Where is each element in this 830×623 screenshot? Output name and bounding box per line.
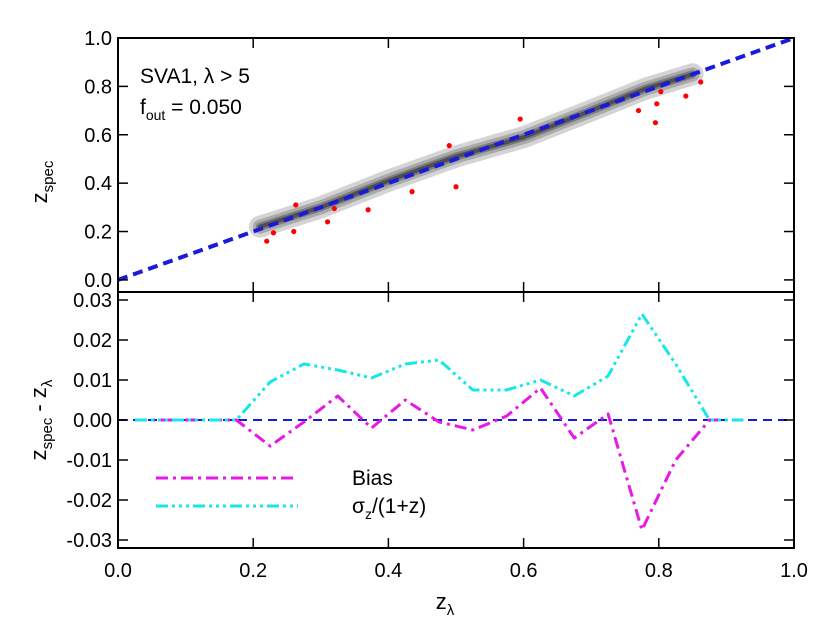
- outlier-point-15: [658, 89, 664, 95]
- outlier-point-10: [453, 184, 459, 190]
- legend: Bias σz/(1+z): [156, 467, 426, 522]
- top-ytick-label-5: 1.0: [84, 28, 112, 50]
- outlier-point-3: [291, 228, 297, 235]
- top-panel: 0.0 0.2 0.4 0.6 0.8 1.0 SVA1, λ > 5 fout = 0.…: [27, 28, 795, 292]
- series-line-sigma: [134, 312, 744, 422]
- bottom-xtick-label-1: 0.2: [239, 560, 267, 582]
- bottom-ylabel-sub1: spec: [39, 417, 56, 449]
- bottom-ylabel-sub2: λ: [39, 379, 56, 387]
- annotation-f: f: [140, 96, 146, 119]
- legend-sigma-label: σz/(1+z): [352, 495, 426, 522]
- outlier-point-7: [365, 207, 371, 213]
- annotation-line-1: SVA1, λ > 5: [140, 65, 250, 88]
- top-y-axis-title: zspec: [27, 160, 57, 203]
- top-ytick-label-4: 0.8: [84, 76, 112, 98]
- top-ytick-label-2: 0.4: [84, 173, 112, 195]
- x-axis-title: zλ: [436, 589, 455, 619]
- bottom-panel: -0.03-0.02-0.010.000.010.020.03 0.0 0.2 0.…: [26, 290, 808, 619]
- outlier-point-12: [635, 107, 642, 114]
- outlier-point-11: [517, 116, 523, 122]
- top-ylabel-sub: spec: [40, 160, 57, 192]
- residual-series: [134, 312, 744, 532]
- legend-sigma-sub: z: [365, 506, 372, 522]
- outlier-point-2: [270, 230, 277, 236]
- top-ytick-label-3: 0.6: [84, 125, 112, 147]
- outlier-point-9: [446, 143, 452, 149]
- bottom-xtick-label-2: 0.4: [374, 560, 402, 582]
- bottom-ytick-label-5: 0.02: [73, 330, 112, 352]
- bottom-xtick-label-4: 0.8: [645, 560, 673, 582]
- outlier-point-13: [652, 120, 659, 126]
- one-to-one-line: [118, 38, 794, 282]
- bottom-ytick-label-6: 0.03: [73, 290, 112, 312]
- xlabel-z: z: [436, 589, 447, 614]
- outlier-point-6: [331, 205, 337, 212]
- annotation-line-2: fout = 0.050: [140, 96, 242, 123]
- top-ylabel-z: z: [27, 192, 52, 203]
- bottom-xtick-label-0: 0.0: [104, 560, 132, 582]
- bottom-ytick-label-1: -0.02: [66, 490, 112, 512]
- outlier-point-8: [409, 189, 415, 195]
- top-ytick-label-1: 0.2: [84, 222, 112, 244]
- bottom-xtick-label-3: 0.6: [510, 560, 538, 582]
- reference-line: [118, 38, 794, 282]
- bottom-ytick-label-4: 0.01: [73, 370, 112, 392]
- xlabel-sub: λ: [447, 602, 455, 619]
- bottom-xtick-label-5: 1.0: [780, 560, 808, 582]
- bottom-ylabel-z1: z: [26, 449, 51, 460]
- bottom-y-axis-title: zspec - zλ: [26, 379, 56, 460]
- series-line-bias: [134, 386, 744, 532]
- bottom-ytick-label-0: -0.03: [66, 530, 112, 552]
- outlier-points: [264, 79, 704, 244]
- annotation-f-sub: out: [146, 107, 166, 123]
- outlier-point-17: [698, 79, 704, 85]
- bottom-plot-frame: [117, 291, 795, 549]
- bottom-ylabel-z2: - z: [26, 387, 51, 418]
- legend-bias-label: Bias: [352, 467, 393, 490]
- top-ytick-label-0: 0.0: [84, 270, 112, 292]
- outlier-point-14: [654, 101, 660, 107]
- density-contour-level-4: [257, 72, 695, 229]
- bottom-ytick-label-2: -0.01: [66, 450, 112, 472]
- outlier-point-4: [293, 202, 299, 208]
- density-contours: [248, 63, 704, 238]
- outlier-point-5: [324, 219, 331, 225]
- annotation-f-value: = 0.050: [165, 96, 241, 119]
- bottom-y-ticks: -0.03 -0.02 -0.01 0.00 0.01 0.02 0.03: [66, 290, 794, 552]
- bottom-x-ticks: 0.0 0.2 0.4 0.6 0.8 1.0: [104, 292, 808, 582]
- outlier-point-16: [683, 93, 689, 99]
- legend-sigma-base: σ: [352, 495, 365, 518]
- bottom-ytick-label-3: 0.00: [73, 410, 112, 432]
- outlier-point-1: [264, 238, 270, 244]
- legend-sigma-rest: /(1+z): [372, 495, 426, 518]
